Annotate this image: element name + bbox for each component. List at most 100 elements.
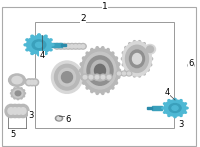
Ellipse shape bbox=[58, 68, 76, 86]
Ellipse shape bbox=[146, 46, 154, 53]
Ellipse shape bbox=[91, 90, 93, 93]
Ellipse shape bbox=[82, 74, 88, 80]
Ellipse shape bbox=[86, 52, 88, 55]
Ellipse shape bbox=[63, 45, 66, 48]
Ellipse shape bbox=[62, 72, 72, 83]
Ellipse shape bbox=[126, 45, 148, 72]
Ellipse shape bbox=[147, 47, 149, 49]
Ellipse shape bbox=[96, 47, 98, 49]
Ellipse shape bbox=[133, 41, 135, 43]
Circle shape bbox=[26, 39, 29, 41]
Ellipse shape bbox=[69, 44, 75, 49]
Ellipse shape bbox=[54, 44, 60, 49]
Circle shape bbox=[38, 34, 40, 36]
Ellipse shape bbox=[66, 45, 70, 48]
Ellipse shape bbox=[107, 90, 109, 93]
Ellipse shape bbox=[106, 74, 112, 80]
Circle shape bbox=[168, 100, 170, 101]
Ellipse shape bbox=[61, 44, 68, 49]
Circle shape bbox=[164, 112, 166, 113]
Ellipse shape bbox=[80, 63, 83, 65]
Circle shape bbox=[169, 104, 181, 112]
Ellipse shape bbox=[132, 54, 142, 64]
FancyBboxPatch shape bbox=[51, 43, 62, 47]
Ellipse shape bbox=[27, 80, 31, 84]
Text: 4: 4 bbox=[164, 88, 170, 97]
Text: 2: 2 bbox=[80, 14, 86, 23]
FancyBboxPatch shape bbox=[2, 7, 196, 146]
Ellipse shape bbox=[55, 45, 59, 48]
Ellipse shape bbox=[58, 44, 64, 49]
Ellipse shape bbox=[21, 97, 22, 99]
Ellipse shape bbox=[9, 104, 21, 118]
Circle shape bbox=[164, 100, 186, 116]
Ellipse shape bbox=[102, 92, 104, 94]
Circle shape bbox=[189, 64, 193, 67]
Ellipse shape bbox=[83, 75, 87, 79]
Ellipse shape bbox=[81, 45, 85, 48]
Circle shape bbox=[51, 44, 54, 46]
Circle shape bbox=[27, 36, 51, 54]
Ellipse shape bbox=[84, 52, 116, 89]
Ellipse shape bbox=[107, 49, 109, 51]
Ellipse shape bbox=[82, 82, 85, 84]
Ellipse shape bbox=[52, 61, 83, 93]
Ellipse shape bbox=[117, 63, 120, 65]
Ellipse shape bbox=[23, 90, 25, 91]
Circle shape bbox=[31, 35, 34, 37]
Circle shape bbox=[184, 112, 186, 113]
Ellipse shape bbox=[117, 76, 120, 78]
FancyBboxPatch shape bbox=[81, 75, 94, 79]
Circle shape bbox=[49, 49, 52, 51]
Text: 3: 3 bbox=[28, 111, 34, 120]
Text: 6: 6 bbox=[188, 59, 194, 69]
Ellipse shape bbox=[11, 90, 13, 91]
Ellipse shape bbox=[115, 57, 118, 60]
Ellipse shape bbox=[112, 86, 114, 89]
Circle shape bbox=[31, 52, 34, 54]
Ellipse shape bbox=[143, 43, 145, 45]
Ellipse shape bbox=[117, 72, 121, 75]
Ellipse shape bbox=[79, 69, 82, 72]
Circle shape bbox=[26, 49, 29, 51]
Circle shape bbox=[186, 107, 188, 109]
Ellipse shape bbox=[12, 76, 22, 84]
Ellipse shape bbox=[17, 104, 29, 118]
Circle shape bbox=[174, 98, 176, 100]
Ellipse shape bbox=[147, 69, 149, 71]
Ellipse shape bbox=[151, 58, 153, 60]
Circle shape bbox=[164, 103, 166, 105]
Ellipse shape bbox=[126, 71, 132, 76]
Circle shape bbox=[57, 117, 61, 120]
Ellipse shape bbox=[74, 45, 77, 48]
Ellipse shape bbox=[122, 52, 124, 54]
Ellipse shape bbox=[116, 71, 122, 76]
Circle shape bbox=[36, 42, 42, 47]
Ellipse shape bbox=[76, 44, 82, 49]
FancyBboxPatch shape bbox=[152, 106, 162, 110]
Ellipse shape bbox=[28, 79, 36, 86]
Ellipse shape bbox=[96, 92, 98, 94]
Ellipse shape bbox=[143, 73, 145, 75]
Ellipse shape bbox=[81, 49, 119, 93]
Ellipse shape bbox=[95, 75, 99, 79]
Circle shape bbox=[180, 115, 182, 116]
Circle shape bbox=[168, 115, 170, 116]
Ellipse shape bbox=[33, 80, 37, 84]
Ellipse shape bbox=[11, 95, 13, 97]
Ellipse shape bbox=[94, 74, 100, 80]
Circle shape bbox=[188, 63, 194, 68]
Ellipse shape bbox=[80, 76, 83, 78]
Ellipse shape bbox=[115, 82, 118, 84]
Ellipse shape bbox=[101, 75, 105, 79]
Ellipse shape bbox=[139, 75, 141, 77]
Ellipse shape bbox=[70, 45, 74, 48]
Ellipse shape bbox=[129, 73, 131, 75]
Ellipse shape bbox=[82, 57, 85, 60]
Ellipse shape bbox=[21, 88, 22, 89]
Ellipse shape bbox=[10, 93, 12, 94]
Ellipse shape bbox=[14, 97, 15, 99]
Ellipse shape bbox=[59, 45, 63, 48]
FancyBboxPatch shape bbox=[61, 44, 66, 46]
Text: 3: 3 bbox=[178, 120, 184, 129]
